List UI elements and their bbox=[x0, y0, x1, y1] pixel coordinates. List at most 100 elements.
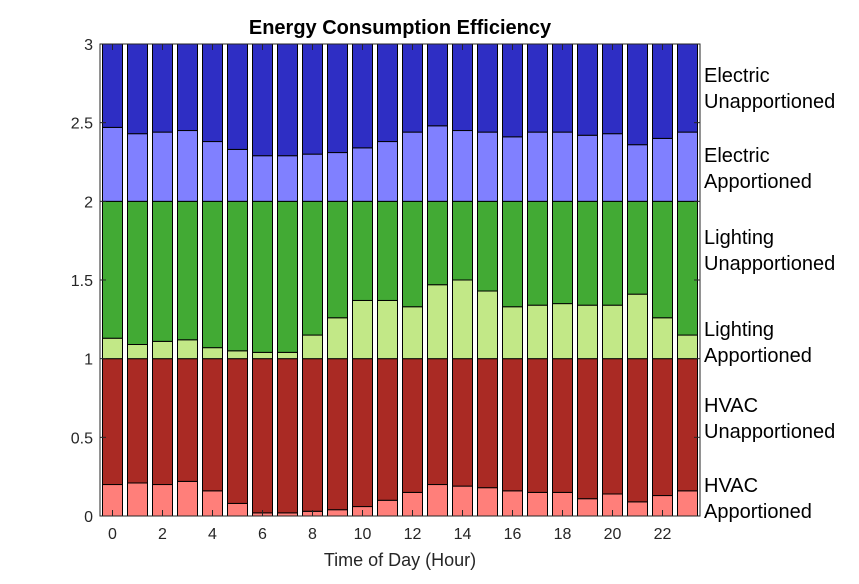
x-tick-label: 20 bbox=[604, 526, 622, 543]
bar-segment-lighting-apportioned-16 bbox=[502, 306, 523, 360]
bar-segment-electric-unapportioned-23 bbox=[677, 43, 698, 133]
bar-segment-lighting-unapportioned-3 bbox=[177, 200, 198, 341]
bar-segment-hvac-unapportioned-3 bbox=[177, 358, 198, 482]
bar-segment-lighting-apportioned-23 bbox=[677, 334, 698, 360]
bar-segment-electric-unapportioned-11 bbox=[377, 43, 398, 143]
bar-segment-lighting-unapportioned-6 bbox=[252, 200, 273, 353]
bar-segment-lighting-unapportioned-17 bbox=[527, 200, 548, 306]
bar-segment-lighting-unapportioned-8 bbox=[302, 200, 323, 336]
bar-segment-hvac-apportioned-13 bbox=[427, 484, 448, 517]
bar-segment-lighting-apportioned-6 bbox=[252, 351, 273, 360]
side-label-line1: HVAC bbox=[704, 475, 758, 497]
side-label-line1: Lighting bbox=[704, 319, 774, 341]
x-tick-label: 8 bbox=[308, 526, 317, 543]
bar-segment-electric-unapportioned-9 bbox=[327, 43, 348, 154]
bar-segment-electric-apportioned-12 bbox=[402, 131, 423, 202]
bar-segment-lighting-apportioned-20 bbox=[602, 304, 623, 360]
bar-segment-electric-apportioned-5 bbox=[227, 148, 248, 202]
bar-segment-electric-apportioned-3 bbox=[177, 130, 198, 202]
bar-segment-hvac-unapportioned-20 bbox=[602, 358, 623, 495]
x-tick-label: 2 bbox=[158, 526, 167, 543]
bar-segment-hvac-apportioned-23 bbox=[677, 490, 698, 517]
bar-segment-lighting-unapportioned-0 bbox=[102, 200, 123, 339]
bar-segment-lighting-apportioned-13 bbox=[427, 284, 448, 360]
bar-segment-lighting-unapportioned-20 bbox=[602, 200, 623, 306]
bar-segment-hvac-unapportioned-21 bbox=[627, 358, 648, 503]
bar-segment-hvac-apportioned-9 bbox=[327, 509, 348, 517]
bar-segment-electric-apportioned-20 bbox=[602, 133, 623, 202]
bar-segment-lighting-apportioned-10 bbox=[352, 299, 373, 360]
bar-segment-lighting-apportioned-17 bbox=[527, 304, 548, 360]
bar-segment-electric-apportioned-6 bbox=[252, 155, 273, 202]
bar-segment-electric-apportioned-2 bbox=[152, 131, 173, 202]
bar-segment-hvac-apportioned-15 bbox=[477, 487, 498, 517]
bar-segment-electric-apportioned-22 bbox=[652, 137, 673, 202]
bar-segment-electric-apportioned-0 bbox=[102, 126, 123, 202]
bar-segment-electric-unapportioned-14 bbox=[452, 43, 473, 132]
bar-segment-hvac-unapportioned-0 bbox=[102, 358, 123, 486]
side-label-line1: Electric bbox=[704, 145, 770, 167]
bar-segment-lighting-apportioned-22 bbox=[652, 317, 673, 360]
bar-segment-hvac-apportioned-3 bbox=[177, 480, 198, 517]
bar-segment-electric-unapportioned-13 bbox=[427, 43, 448, 127]
bar-segment-electric-unapportioned-15 bbox=[477, 43, 498, 133]
bar-segment-hvac-unapportioned-17 bbox=[527, 358, 548, 493]
bar-segment-lighting-apportioned-3 bbox=[177, 339, 198, 360]
bar-segment-electric-apportioned-23 bbox=[677, 131, 698, 202]
side-labels-group: Electric Unapportioned Electric Apportioned… bbox=[704, 65, 835, 523]
bar-segment-electric-unapportioned-5 bbox=[227, 43, 248, 150]
bar-segment-lighting-unapportioned-7 bbox=[277, 200, 298, 353]
bar-segment-electric-apportioned-21 bbox=[627, 144, 648, 202]
bar-segment-hvac-unapportioned-13 bbox=[427, 358, 448, 486]
side-label-line2: Apportioned bbox=[704, 171, 812, 193]
bar-segment-lighting-apportioned-15 bbox=[477, 290, 498, 360]
bar-segment-hvac-unapportioned-18 bbox=[552, 358, 573, 493]
bar-segment-lighting-unapportioned-1 bbox=[127, 200, 148, 345]
bar-segment-hvac-apportioned-21 bbox=[627, 501, 648, 517]
bar-segment-hvac-apportioned-11 bbox=[377, 499, 398, 517]
x-tick-label: 0 bbox=[108, 526, 117, 543]
bar-segment-lighting-unapportioned-16 bbox=[502, 200, 523, 308]
bar-segment-electric-unapportioned-12 bbox=[402, 43, 423, 133]
bar-segment-electric-apportioned-11 bbox=[377, 141, 398, 202]
bar-segment-lighting-unapportioned-15 bbox=[477, 200, 498, 292]
bar-segment-electric-unapportioned-7 bbox=[277, 43, 298, 157]
bar-segment-hvac-unapportioned-7 bbox=[277, 358, 298, 514]
bar-segment-lighting-unapportioned-22 bbox=[652, 200, 673, 319]
bar-segment-hvac-unapportioned-12 bbox=[402, 358, 423, 493]
bars-group bbox=[102, 43, 698, 517]
bar-segment-lighting-apportioned-7 bbox=[277, 351, 298, 360]
y-tick-label: 0.5 bbox=[71, 430, 93, 447]
bar-segment-lighting-apportioned-18 bbox=[552, 303, 573, 360]
bar-segment-electric-apportioned-13 bbox=[427, 125, 448, 202]
bar-segment-electric-unapportioned-1 bbox=[127, 43, 148, 135]
bar-segment-hvac-unapportioned-8 bbox=[302, 358, 323, 512]
y-tick-label: 3 bbox=[84, 37, 93, 54]
bar-segment-electric-apportioned-17 bbox=[527, 131, 548, 202]
x-tick-label: 22 bbox=[654, 526, 672, 543]
bar-segment-electric-unapportioned-3 bbox=[177, 43, 198, 132]
bar-segment-electric-apportioned-16 bbox=[502, 136, 523, 202]
bar-segment-lighting-apportioned-1 bbox=[127, 344, 148, 360]
bar-segment-hvac-unapportioned-1 bbox=[127, 358, 148, 484]
bar-segment-lighting-unapportioned-13 bbox=[427, 200, 448, 286]
bar-segment-electric-unapportioned-22 bbox=[652, 43, 673, 139]
y-tick-label: 0 bbox=[84, 509, 93, 526]
bar-segment-lighting-unapportioned-12 bbox=[402, 200, 423, 308]
x-axis-label: Time of Day (Hour) bbox=[324, 550, 476, 570]
bar-segment-hvac-unapportioned-9 bbox=[327, 358, 348, 511]
y-tick-label: 2 bbox=[84, 194, 93, 211]
bar-segment-hvac-apportioned-19 bbox=[577, 498, 598, 517]
bar-segment-lighting-unapportioned-9 bbox=[327, 200, 348, 319]
side-label-line1: Electric bbox=[704, 65, 770, 87]
bar-segment-electric-unapportioned-18 bbox=[552, 43, 573, 133]
bar-segment-lighting-apportioned-4 bbox=[202, 347, 223, 360]
bar-segment-lighting-apportioned-21 bbox=[627, 293, 648, 360]
bar-segment-hvac-unapportioned-15 bbox=[477, 358, 498, 489]
bar-segment-electric-unapportioned-8 bbox=[302, 43, 323, 155]
bar-segment-electric-apportioned-9 bbox=[327, 152, 348, 202]
bar-segment-lighting-apportioned-12 bbox=[402, 306, 423, 360]
x-tick-label: 16 bbox=[504, 526, 522, 543]
bar-segment-lighting-apportioned-0 bbox=[102, 337, 123, 360]
